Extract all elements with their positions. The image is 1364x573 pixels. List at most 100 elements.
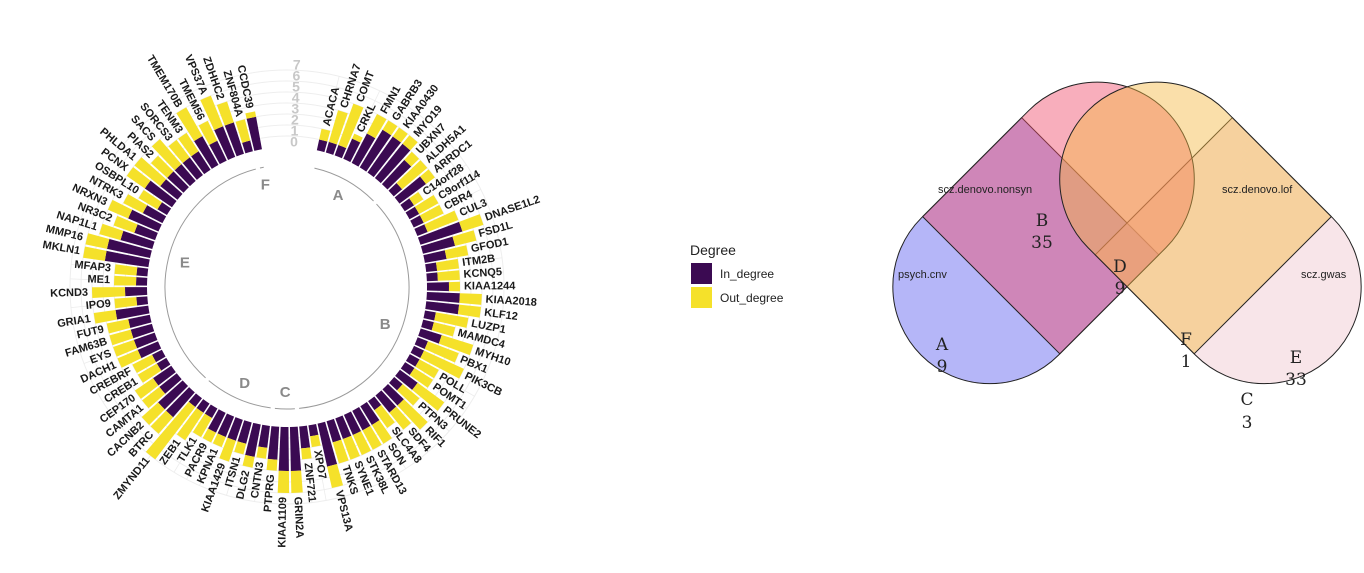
bar-out-degree [113,339,138,357]
bar-in-degree [153,365,176,386]
venn-diagram: psych.cnv scz.denovo.nonsyn scz.denovo.l… [892,81,1362,433]
guide-line [72,249,79,252]
radial-tick-label: 4 [292,90,300,106]
bar-in-degree [426,292,460,303]
guide-line [175,100,179,106]
group-label: F [261,176,270,193]
bar-in-degree [360,401,380,426]
bar-in-degree [128,209,162,232]
bar-out-degree [150,155,174,178]
venn-region-e-letter: E [1290,348,1302,368]
guide-line [394,429,418,461]
bar-out-degree [389,406,412,430]
bar-out-degree [109,329,134,346]
bar-in-degree [325,141,337,155]
guide-line [79,341,106,351]
venn-set-scz-gwas [1094,116,1362,385]
venn-set-psych-cnv [892,116,1160,385]
bar-in-degree [414,337,428,349]
guide-line [487,215,493,218]
guide-line [466,376,482,385]
guide-line [368,458,382,484]
guide-line [119,407,141,426]
bar-out-degree [420,169,435,185]
guide-line [357,463,368,489]
bar-in-degree [359,129,392,172]
bar-in-degree [334,145,347,159]
bar-out-degree [132,354,157,374]
legend-title: Degree [690,242,736,258]
bar-in-degree [136,277,148,286]
gene-label: KIAA1244 [464,280,516,292]
guide-line [83,353,110,364]
radial-tick-label: 5 [292,79,300,95]
bar-out-degree [424,341,459,363]
bar-in-degree [142,205,167,224]
bar-out-degree [362,425,382,450]
bar-in-degree [246,116,262,151]
bar-out-degree [424,210,459,233]
bar-in-degree [174,164,196,187]
group-label: C [280,384,291,401]
bar-in-degree [308,423,319,437]
bar-out-degree [113,215,138,233]
bar-in-degree [421,319,434,331]
bar-in-degree [335,415,352,440]
bar-out-degree [245,111,257,119]
bar-in-degree [343,411,361,436]
bar-out-degree [448,281,461,292]
bar-in-degree [208,409,226,433]
guide-line [69,278,109,281]
guide-line [316,452,327,501]
guide-line [417,121,429,135]
bar-out-degree [412,382,445,411]
bar-out-degree [371,420,392,444]
bar-out-degree [277,470,290,494]
group-label: D [239,375,250,392]
bar-out-degree [327,464,344,489]
bar-in-degree [289,426,302,471]
radial-tick-label: 1 [291,123,299,139]
group-arc [164,168,256,379]
bar-in-degree [128,314,152,328]
legend-swatch-in-degree [691,263,712,284]
bar-in-degree [137,341,162,359]
bar-out-degree [402,135,418,151]
guide-line [459,333,497,344]
gene-label: PTPRG [262,474,277,513]
bar-out-degree [106,319,131,334]
guide-line [199,450,216,486]
bar-in-degree [410,345,425,358]
group-arc [208,380,271,409]
bar-out-degree [99,223,124,241]
guide-line [425,164,467,193]
bar-in-degree [426,272,438,282]
guide-line [428,141,449,161]
bar-in-degree [209,140,227,165]
bar-out-degree [396,160,428,190]
grid-ring [69,69,505,505]
circular-bar-chart: ACACACHRNA7COMTCRKLFMN1GABRB3KIAA0430MYO… [42,53,542,548]
radial-tick-label: 3 [291,101,299,117]
guide-line [436,152,459,171]
venn-label-scz-gwas: scz.gwas [1301,269,1347,281]
bar-out-degree [352,133,363,143]
bar-out-degree [392,127,408,143]
bar-out-degree [459,293,482,305]
guide-line [338,492,341,498]
guide-line [140,126,153,139]
group-arc [314,167,374,202]
gene-label: ITM2B [462,253,496,269]
guide-line [173,439,195,473]
guide-line [473,323,501,330]
bar-out-degree [85,233,110,249]
guide-line [130,136,151,156]
bar-out-degree [92,287,126,299]
guide-line [379,452,394,477]
guide-line [151,116,170,139]
bar-out-degree [266,458,278,471]
bar-in-degree [159,373,182,394]
bar-out-degree [319,128,331,142]
bar-out-degree [404,151,420,167]
group-arc [259,166,264,169]
